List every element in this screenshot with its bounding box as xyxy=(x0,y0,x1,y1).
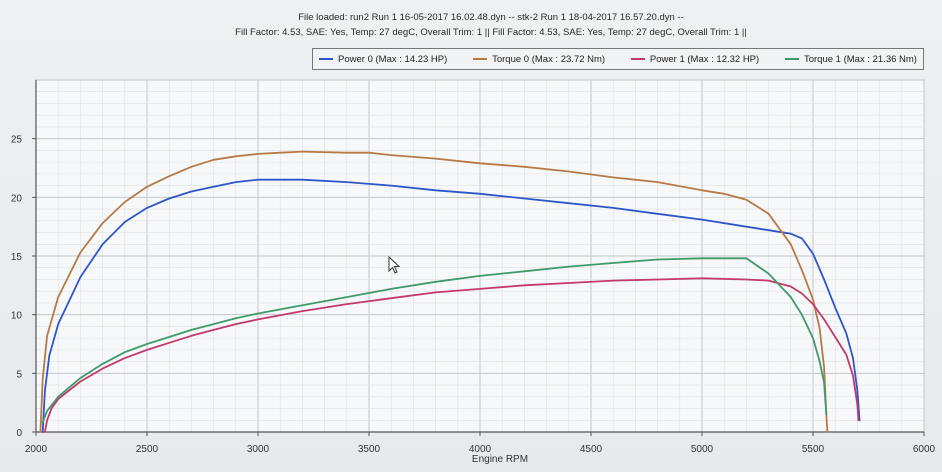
x-tick-label: 4000 xyxy=(469,444,492,455)
chart-grid xyxy=(35,79,925,433)
chart-tick-labels: 2000 2500 3000 3500 4000 4500 5000 5500 6000 0 5 10… xyxy=(11,135,936,455)
chart-legend: Power 0 (Max : 14.23 HP) Torque 0 (Max :… xyxy=(312,48,924,70)
legend-item-torque1[interactable]: Torque 1 (Max : 21.36 Nm) xyxy=(784,53,917,65)
x-tick-label: 2000 xyxy=(25,444,48,455)
legend-item-power1[interactable]: Power 1 (Max : 12.32 HP) xyxy=(630,53,760,65)
series-line-2 xyxy=(44,277,860,433)
chart-title-line-2: Fill Factor: 4.53, SAE: Yes, Temp: 27 de… xyxy=(235,27,747,38)
legend-label-torque1: Torque 1 (Max : 21.36 Nm) xyxy=(803,53,917,65)
x-tick-label: 4500 xyxy=(580,444,603,455)
legend-swatch-torque1 xyxy=(784,58,799,60)
series-line-1 xyxy=(39,150,829,433)
legend-label-power0: Power 0 (Max : 14.23 HP) xyxy=(338,53,448,65)
x-tick-label: 5000 xyxy=(691,444,714,455)
y-tick-label: 10 xyxy=(11,311,23,322)
legend-item-torque0[interactable]: Torque 0 (Max : 23.72 Nm) xyxy=(473,54,605,65)
y-tick-label: 15 xyxy=(11,252,23,263)
x-axis-title: Engine RPM xyxy=(472,454,528,465)
y-tick-label: 25 xyxy=(11,135,23,146)
y-tick-label: 5 xyxy=(16,369,22,380)
y-tick-label: 0 xyxy=(16,428,22,439)
legend-swatch-torque0 xyxy=(473,58,488,60)
chart-title-line-1: File loaded: run2 Run 1 16-05-2017 16.02… xyxy=(298,12,684,23)
x-tick-label: 5500 xyxy=(802,444,825,455)
series-line-3 xyxy=(41,257,828,424)
legend-item-power0[interactable]: Power 0 (Max : 14.23 HP) xyxy=(319,54,447,65)
legend-swatch-power0 xyxy=(319,58,333,60)
x-tick-label: 2500 xyxy=(136,444,159,455)
x-tick-label: 6000 xyxy=(913,444,936,455)
mouse-pointer-icon xyxy=(388,256,401,274)
legend-label-power1: Power 1 (Max : 12.32 HP) xyxy=(649,53,760,65)
series-line-0 xyxy=(41,178,861,433)
legend-label-torque0: Torque 0 (Max : 23.72 Nm) xyxy=(492,53,606,65)
y-tick-label: 20 xyxy=(11,193,23,204)
x-tick-label: 3500 xyxy=(358,444,381,455)
chart-series xyxy=(39,150,861,433)
x-tick-label: 3000 xyxy=(247,444,270,455)
legend-swatch-power1 xyxy=(630,58,645,60)
